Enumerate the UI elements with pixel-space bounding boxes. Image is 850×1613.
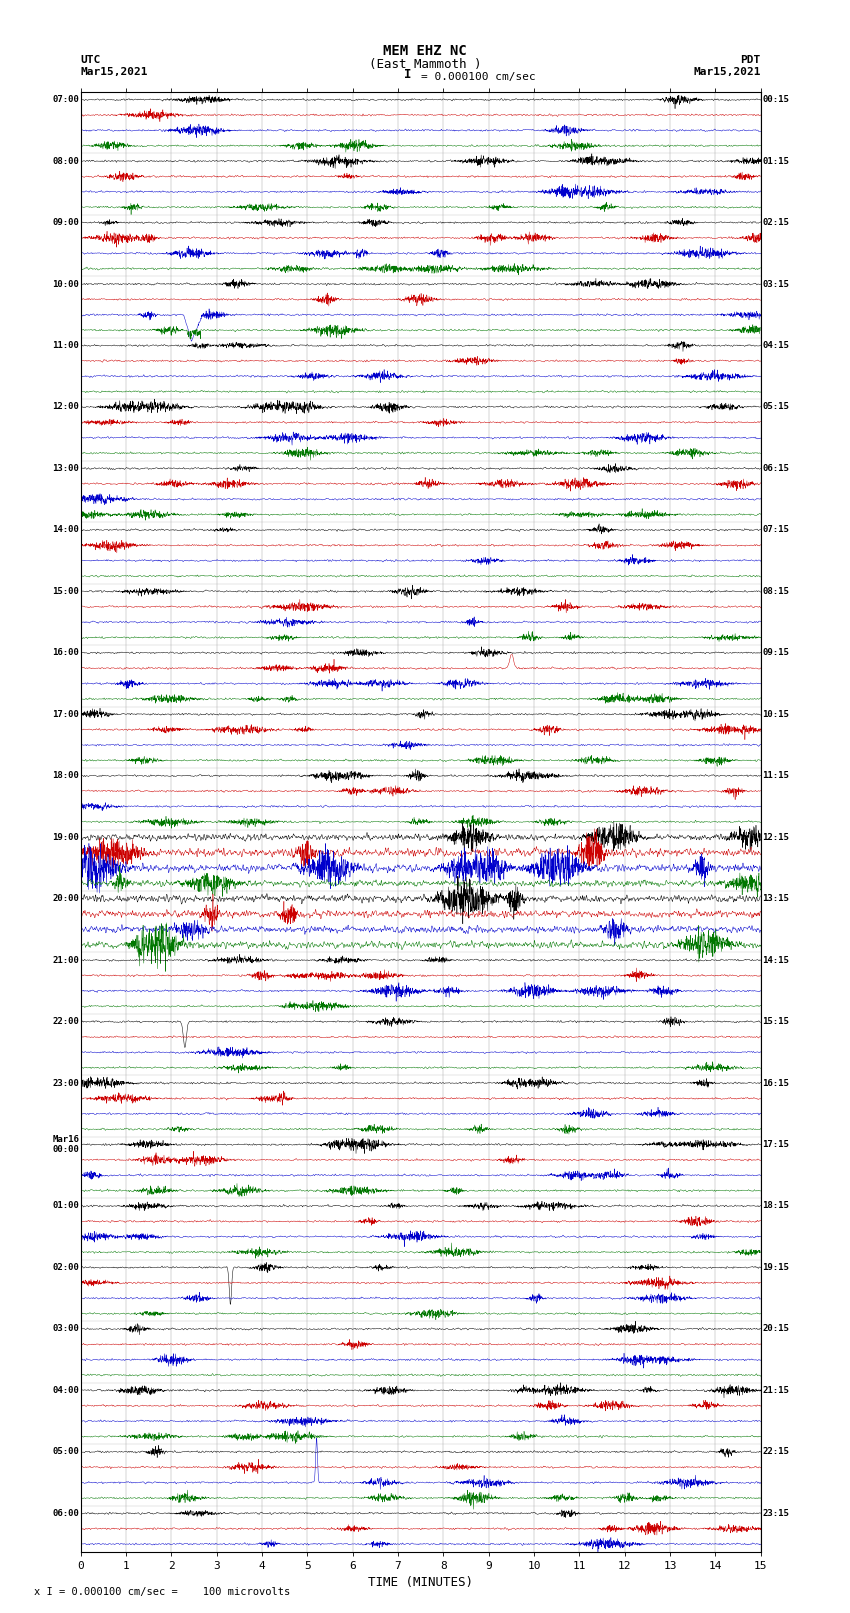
Text: 14:00: 14:00 [53, 526, 79, 534]
Text: 16:00: 16:00 [53, 648, 79, 658]
Text: 04:15: 04:15 [762, 340, 789, 350]
Text: 10:15: 10:15 [762, 710, 789, 719]
Text: 15:00: 15:00 [53, 587, 79, 595]
Text: Mar15,2021: Mar15,2021 [81, 68, 148, 77]
Text: 23:00: 23:00 [53, 1079, 79, 1087]
Text: x I = 0.000100 cm/sec =    100 microvolts: x I = 0.000100 cm/sec = 100 microvolts [34, 1587, 290, 1597]
Text: 01:00: 01:00 [53, 1202, 79, 1210]
Text: 08:15: 08:15 [762, 587, 789, 595]
Text: 20:15: 20:15 [762, 1324, 789, 1334]
Text: 22:15: 22:15 [762, 1447, 789, 1457]
Text: 21:00: 21:00 [53, 955, 79, 965]
Text: = 0.000100 cm/sec: = 0.000100 cm/sec [421, 73, 536, 82]
Text: 12:15: 12:15 [762, 832, 789, 842]
Text: 23:15: 23:15 [762, 1508, 789, 1518]
X-axis label: TIME (MINUTES): TIME (MINUTES) [368, 1576, 473, 1589]
Text: MEM EHZ NC: MEM EHZ NC [383, 44, 467, 58]
Text: 01:15: 01:15 [762, 156, 789, 166]
Text: 20:00: 20:00 [53, 894, 79, 903]
Text: PDT: PDT [740, 55, 761, 65]
Text: 03:15: 03:15 [762, 279, 789, 289]
Text: 00:15: 00:15 [762, 95, 789, 105]
Text: I: I [405, 68, 411, 81]
Text: 11:15: 11:15 [762, 771, 789, 781]
Text: 09:00: 09:00 [53, 218, 79, 227]
Text: 19:15: 19:15 [762, 1263, 789, 1273]
Text: 14:15: 14:15 [762, 955, 789, 965]
Text: 16:15: 16:15 [762, 1079, 789, 1087]
Text: (East Mammoth ): (East Mammoth ) [369, 58, 481, 71]
Text: 18:00: 18:00 [53, 771, 79, 781]
Text: 11:00: 11:00 [53, 340, 79, 350]
Text: 10:00: 10:00 [53, 279, 79, 289]
Text: 05:00: 05:00 [53, 1447, 79, 1457]
Text: 17:00: 17:00 [53, 710, 79, 719]
Text: 04:00: 04:00 [53, 1386, 79, 1395]
Text: 07:15: 07:15 [762, 526, 789, 534]
Text: 13:15: 13:15 [762, 894, 789, 903]
Text: 15:15: 15:15 [762, 1018, 789, 1026]
Text: 12:00: 12:00 [53, 402, 79, 411]
Text: 13:00: 13:00 [53, 465, 79, 473]
Text: 06:15: 06:15 [762, 465, 789, 473]
Text: 17:15: 17:15 [762, 1140, 789, 1148]
Text: 09:15: 09:15 [762, 648, 789, 658]
Text: 03:00: 03:00 [53, 1324, 79, 1334]
Text: 02:15: 02:15 [762, 218, 789, 227]
Text: 06:00: 06:00 [53, 1508, 79, 1518]
Text: Mar15,2021: Mar15,2021 [694, 68, 761, 77]
Text: 08:00: 08:00 [53, 156, 79, 166]
Text: 02:00: 02:00 [53, 1263, 79, 1273]
Text: 07:00: 07:00 [53, 95, 79, 105]
Text: 00:00: 00:00 [53, 1145, 79, 1153]
Text: 18:15: 18:15 [762, 1202, 789, 1210]
Text: 19:00: 19:00 [53, 832, 79, 842]
Text: UTC: UTC [81, 55, 101, 65]
Text: 21:15: 21:15 [762, 1386, 789, 1395]
Text: 05:15: 05:15 [762, 402, 789, 411]
Text: Mar16: Mar16 [53, 1136, 79, 1144]
Text: 22:00: 22:00 [53, 1018, 79, 1026]
